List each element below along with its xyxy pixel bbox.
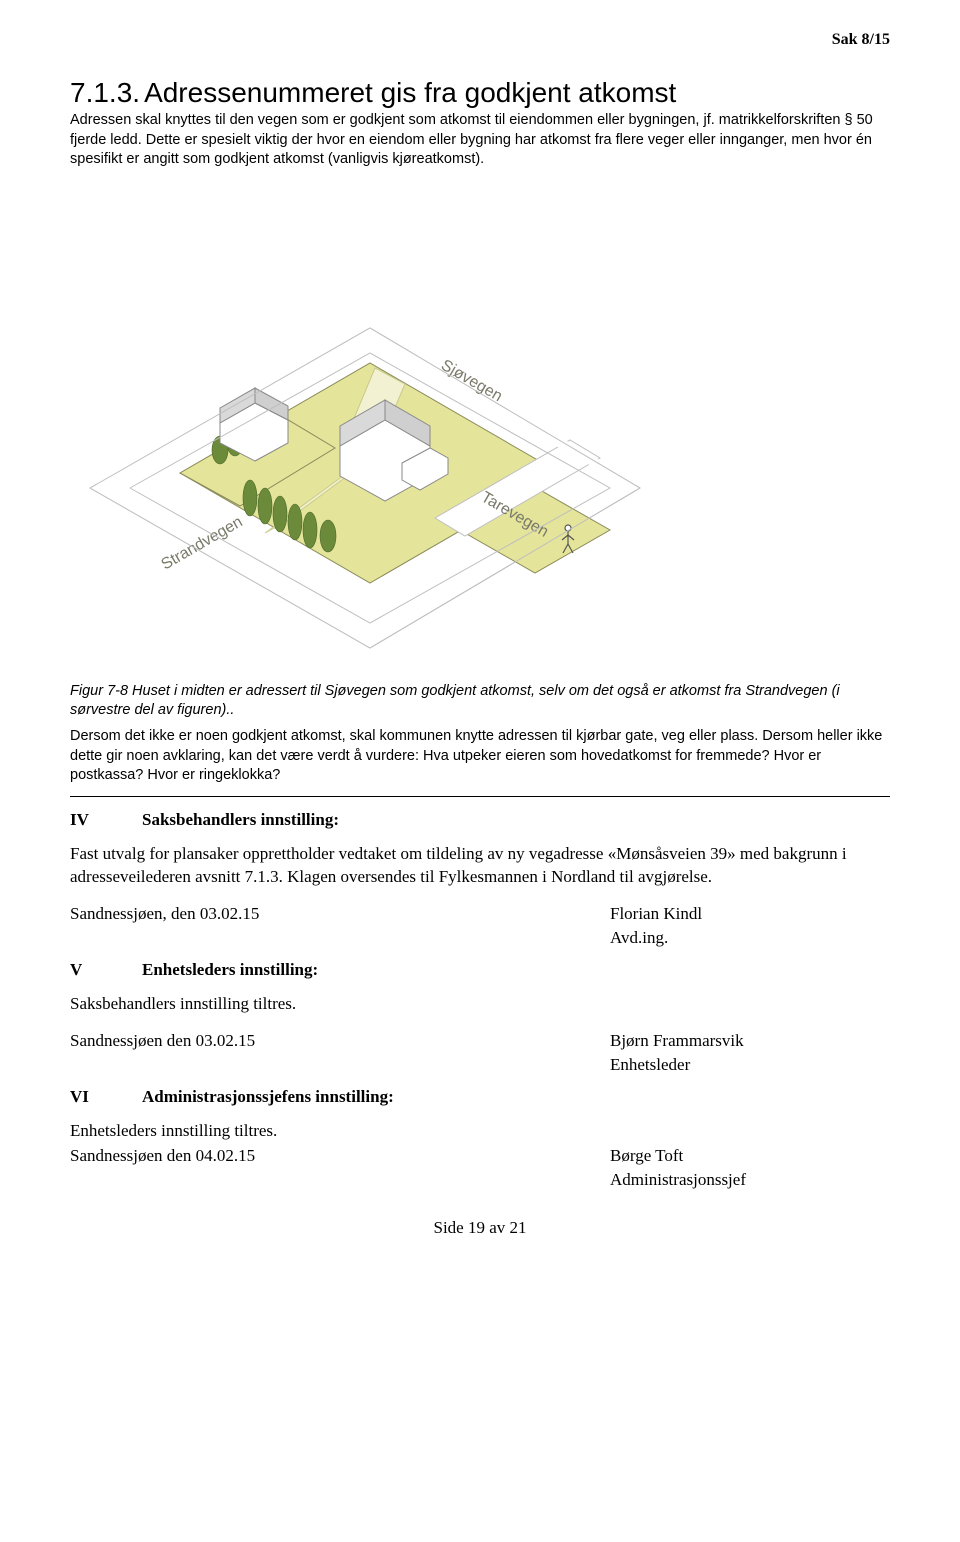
sig-iv-title: Avd.ing.: [610, 927, 890, 949]
section-v-body: Saksbehandlers innstilling tiltres.: [70, 993, 890, 1016]
section-heading: 7.1.3. Adressenummeret gis fra godkjent …: [70, 75, 890, 111]
section-v-title: Enhetsleders innstilling:: [142, 959, 318, 981]
page-footer: Side 19 av 21: [70, 1217, 890, 1239]
case-number: Sak 8/15: [70, 30, 890, 51]
section-v-roman: V: [70, 959, 110, 981]
section-vi-roman: VI: [70, 1086, 110, 1108]
section-iv-title: Saksbehandlers innstilling:: [142, 809, 339, 831]
figure-caption-rest: Dersom det ikke er noen godkjent atkomst…: [70, 727, 890, 786]
sig-v-title: Enhetsleder: [610, 1054, 890, 1076]
map-svg: Sjøvegen Tarevegen Strandvegen: [70, 188, 660, 668]
divider: [70, 796, 890, 797]
section-vi-heading: VI Administrasjonssjefens innstilling:: [70, 1086, 890, 1108]
section-vi-title: Administrasjonssjefens innstilling:: [142, 1086, 394, 1108]
sig-iv-date: Sandnessjøen, den 03.02.15: [70, 903, 610, 925]
figure-caption-italic: Figur 7-8 Huset i midten er adressert ti…: [70, 682, 890, 721]
section-vi-body: Enhetsleders innstilling tiltres.: [70, 1120, 890, 1143]
section-v-heading: V Enhetsleders innstilling:: [70, 959, 890, 981]
sig-vi-date: Sandnessjøen den 04.02.15: [70, 1145, 610, 1167]
section-iv-roman: IV: [70, 809, 110, 831]
heading-title: Adressenummeret gis fra godkjent atkomst: [144, 77, 676, 108]
section-iv-body: Fast utvalg for plansaker opprettholder …: [70, 843, 890, 889]
sig-v-row1: Sandnessjøen den 03.02.15 Bjørn Frammars…: [70, 1030, 890, 1052]
heading-number: 7.1.3.: [70, 77, 140, 108]
sig-v-date: Sandnessjøen den 03.02.15: [70, 1030, 610, 1052]
intro-paragraph: Adressen skal knyttes til den vegen som …: [70, 111, 890, 170]
sig-v-name: Bjørn Frammarsvik: [610, 1030, 890, 1052]
sig-vi-row2: Administrasjonssjef: [70, 1169, 890, 1191]
sig-vi-name: Børge Toft: [610, 1145, 890, 1167]
figure-illustration: Sjøvegen Tarevegen Strandvegen: [70, 188, 890, 668]
sig-vi-title: Administrasjonssjef: [610, 1169, 890, 1191]
section-iv-heading: IV Saksbehandlers innstilling:: [70, 809, 890, 831]
sig-iv-row1: Sandnessjøen, den 03.02.15 Florian Kindl: [70, 903, 890, 925]
sig-iv-name: Florian Kindl: [610, 903, 890, 925]
sig-vi-row1: Sandnessjøen den 04.02.15 Børge Toft: [70, 1145, 890, 1167]
sig-v-row2: Enhetsleder: [70, 1054, 890, 1076]
sig-iv-row2: Avd.ing.: [70, 927, 890, 949]
